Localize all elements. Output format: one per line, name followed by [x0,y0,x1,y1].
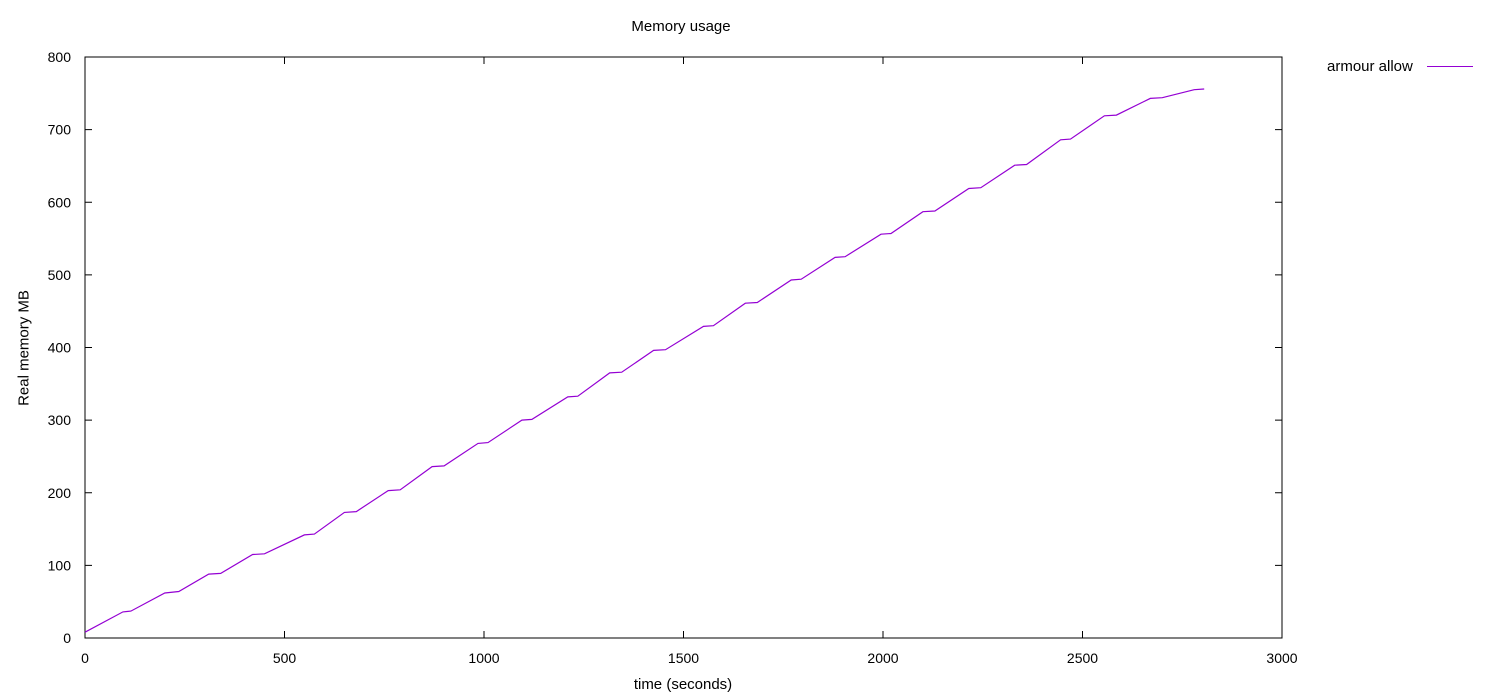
axis-ticks: 0 500 1000 1500 2000 2500 3000 0 100 200 300 400 500… [48,49,1298,666]
y-tick-label: 800 [48,49,72,65]
series-line-armour-allow [84,88,1205,633]
x-tick-label: 2000 [867,650,898,666]
x-tick-label: 2500 [1067,650,1098,666]
x-axis-label: time (seconds) [633,676,733,693]
x-tick-label: 1500 [668,650,699,666]
plot-frame [84,56,1283,639]
y-tick-label: 0 [63,630,71,646]
legend-line-swatch [1426,66,1473,67]
y-tick-label: 700 [48,122,72,138]
y-tick-label: 300 [48,412,72,428]
y-tick-label: 400 [48,340,72,356]
chart-title: Memory usage [631,18,731,35]
x-tick-label: 3000 [1266,650,1297,666]
legend-label: armour allow [1327,58,1413,75]
x-tick-label: 0 [81,650,89,666]
x-tick-label: 1000 [468,650,499,666]
legend: armour allow [1327,58,1473,75]
y-tick-label: 100 [48,557,72,573]
y-tick-label: 200 [48,485,72,501]
series-layer [84,88,1205,633]
y-tick-label: 600 [48,194,72,210]
y-tick-label: 500 [48,267,72,283]
x-tick-label: 500 [273,650,297,666]
